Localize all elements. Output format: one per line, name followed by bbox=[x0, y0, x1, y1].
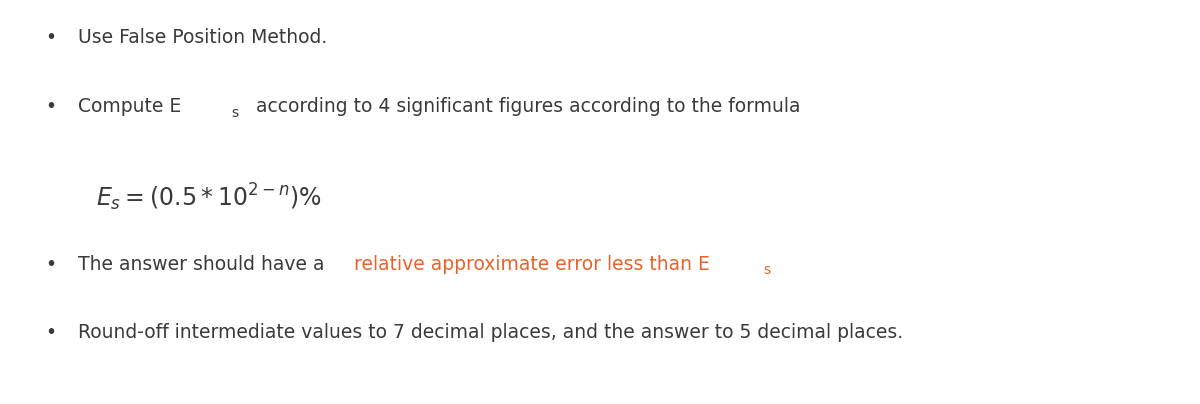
Text: $E_s = \left(0.5 * 10^{2-n}\right)\%$: $E_s = \left(0.5 * 10^{2-n}\right)\%$ bbox=[96, 182, 322, 213]
Text: •: • bbox=[46, 255, 56, 274]
Text: Compute E: Compute E bbox=[78, 97, 181, 116]
Text: •: • bbox=[46, 323, 56, 342]
Text: The answer should have a: The answer should have a bbox=[78, 255, 330, 274]
Text: s: s bbox=[763, 263, 770, 278]
Text: s: s bbox=[232, 106, 239, 120]
Text: Use False Position Method.: Use False Position Method. bbox=[78, 28, 328, 47]
Text: •: • bbox=[46, 97, 56, 116]
Text: according to 4 significant figures according to the formula: according to 4 significant figures accor… bbox=[250, 97, 800, 116]
Text: Round-off intermediate values to 7 decimal places, and the answer to 5 decimal p: Round-off intermediate values to 7 decim… bbox=[78, 323, 904, 342]
Text: relative approximate error less than E: relative approximate error less than E bbox=[354, 255, 710, 274]
Text: •: • bbox=[46, 28, 56, 47]
